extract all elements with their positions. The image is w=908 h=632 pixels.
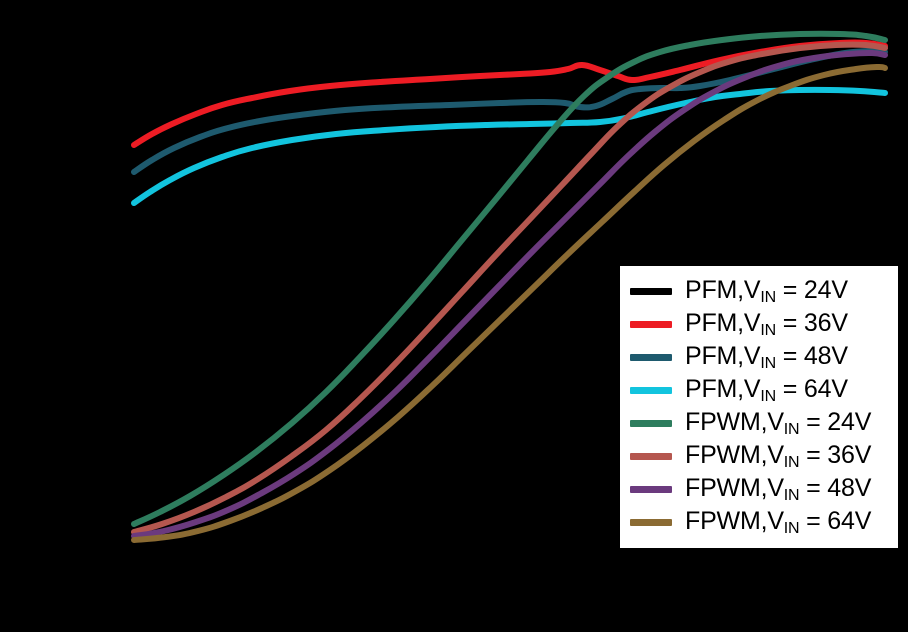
legend-swatch-pfm-64v (630, 387, 672, 394)
legend: PFM,VIN = 24V PFM,VIN = 36V PFM,VIN = 48… (618, 264, 900, 550)
legend-label-fpwm-36v: FPWM,VIN = 36V (685, 440, 872, 471)
series-line (131, 63, 888, 543)
legend-item[interactable]: PFM,VIN = 48V (620, 341, 898, 374)
legend-swatch-fpwm-48v (630, 486, 672, 493)
legend-label-pfm-64v: PFM,VIN = 64V (685, 374, 848, 405)
legend-item[interactable]: PFM,VIN = 24V (620, 275, 898, 308)
legend-label-pfm-48v: PFM,VIN = 48V (685, 341, 848, 372)
legend-label-pfm-36v: PFM,VIN = 36V (685, 308, 848, 339)
legend-swatch-fpwm-36v (630, 453, 672, 460)
legend-swatch-fpwm-24v (630, 420, 672, 427)
legend-item[interactable]: PFM,VIN = 36V (620, 308, 898, 341)
legend-label-fpwm-64v: FPWM,VIN = 64V (685, 506, 872, 537)
legend-swatch-pfm-48v (630, 354, 672, 361)
legend-label-fpwm-24v: FPWM,VIN = 24V (685, 407, 872, 438)
series-line (131, 30, 888, 527)
legend-label-fpwm-48v: FPWM,VIN = 48V (685, 473, 872, 504)
series-line (131, 41, 888, 535)
legend-label-pfm-24v: PFM,VIN = 24V (685, 275, 848, 306)
legend-item[interactable]: FPWM,VIN = 64V (620, 506, 898, 539)
legend-swatch-pfm-36v (630, 321, 672, 328)
series-line (131, 28, 888, 135)
series-group (131, 28, 888, 543)
series-line (131, 49, 888, 539)
legend-swatch-pfm-24v (630, 288, 672, 295)
legend-item[interactable]: FPWM,VIN = 36V (620, 440, 898, 473)
legend-swatch-fpwm-64v (630, 519, 672, 526)
legend-item[interactable]: PFM,VIN = 64V (620, 374, 898, 407)
legend-item[interactable]: FPWM,VIN = 24V (620, 407, 898, 440)
legend-item[interactable]: FPWM,VIN = 48V (620, 473, 898, 506)
